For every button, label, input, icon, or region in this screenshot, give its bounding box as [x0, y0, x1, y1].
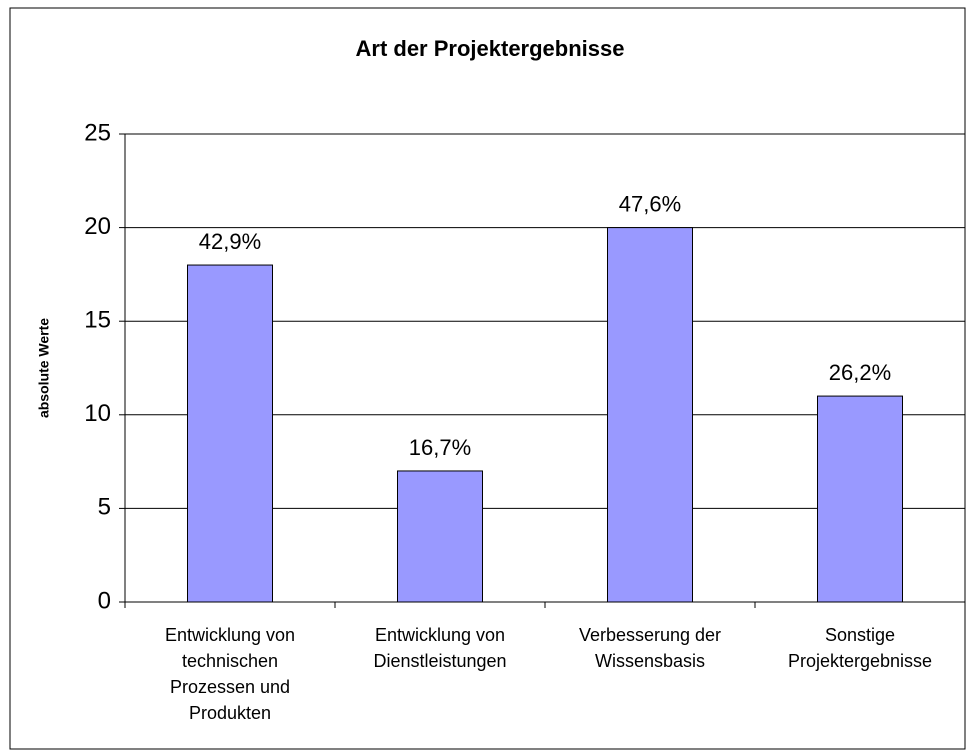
data-label: 16,7% [409, 435, 471, 460]
chart-frame [9, 7, 966, 750]
x-tick-label: Sonstige Projektergebnisse [787, 625, 933, 671]
data-label: 47,6% [619, 191, 681, 216]
y-tick-label: 5 [98, 494, 111, 521]
y-tick-label: 15 [84, 307, 111, 334]
y-tick-label: 20 [84, 213, 111, 240]
bar [397, 470, 483, 603]
x-tick-label: Entwicklung von technischen Prozessen un… [164, 625, 296, 723]
data-label: 26,2% [829, 360, 891, 385]
bar [187, 264, 273, 603]
y-tick-label: 25 [84, 119, 111, 146]
y-axis-label: absolute Werte [36, 318, 52, 418]
bar [607, 227, 693, 603]
y-tick-label: 0 [98, 587, 111, 614]
bar [817, 395, 903, 603]
data-label: 42,9% [199, 229, 261, 254]
chart-title: Art der Projektergebnisse [356, 36, 625, 61]
y-tick-label: 10 [84, 400, 111, 427]
x-tick-label: Entwicklung von Dienstleistungen [373, 625, 507, 671]
x-tick-label: Verbesserung der Wissensbasis [578, 625, 722, 671]
